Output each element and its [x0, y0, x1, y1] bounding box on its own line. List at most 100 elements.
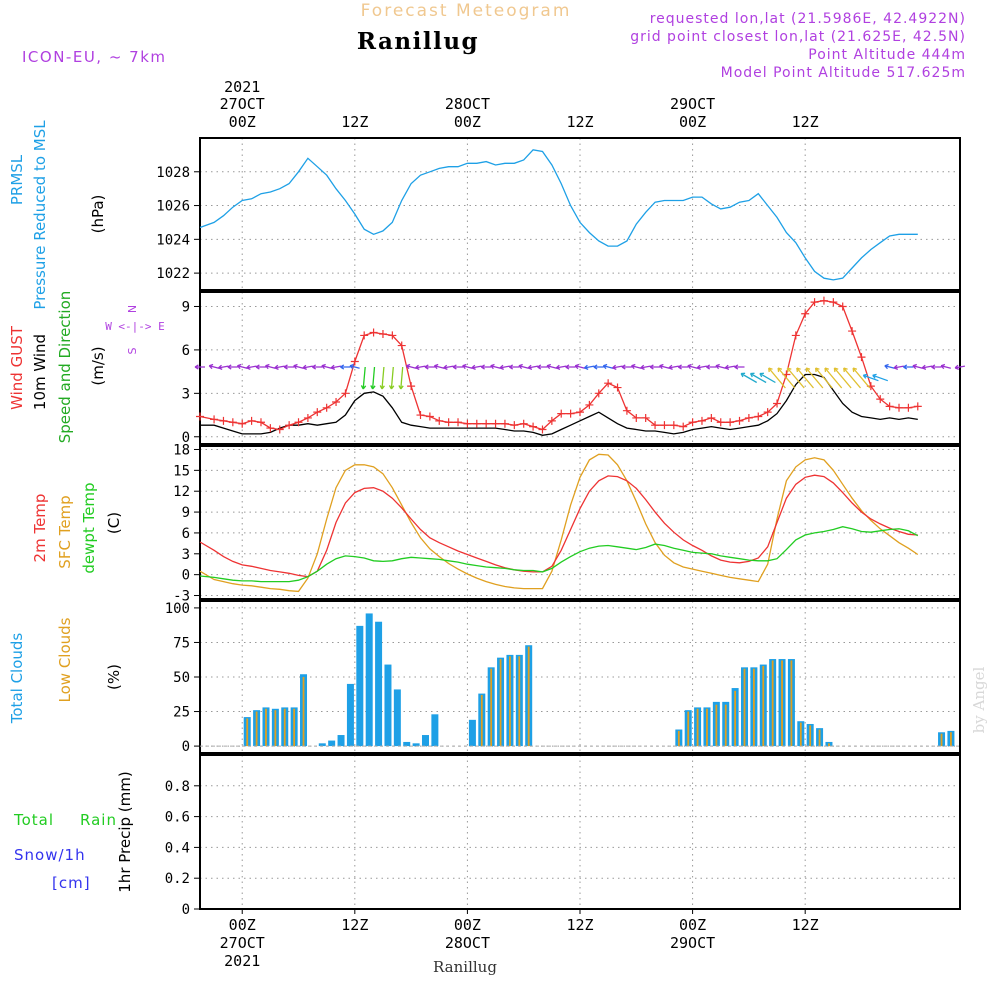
gust-marker [660, 421, 669, 430]
gust-marker [604, 379, 613, 388]
wind-arrow [814, 367, 833, 389]
y-tick-label: 9 [182, 505, 190, 521]
label-rain: Rain [80, 811, 117, 829]
cloud-bar-low [265, 708, 267, 747]
wind-arrow [805, 367, 824, 389]
label-sfc-temp: SFC Temp [56, 495, 74, 568]
panel-frame [199, 445, 961, 600]
wind-arrow [954, 364, 966, 371]
cloud-bar-low [246, 718, 249, 747]
gust-marker [435, 416, 444, 425]
gust-marker [791, 331, 800, 340]
gust-marker [285, 421, 294, 430]
label-percent: (%) [105, 664, 123, 690]
gust-marker [744, 413, 753, 422]
subtitle: Forecast Meteogram [361, 1, 572, 21]
cloud-bar-low [687, 711, 690, 747]
wind-arrow [931, 364, 942, 370]
gust-marker [557, 409, 566, 418]
panel-frame [199, 600, 961, 754]
y-tick-label: 0.6 [165, 810, 190, 826]
gust-marker [895, 403, 904, 412]
bottom-hour-label: 00Z [229, 916, 256, 934]
wind-arrow [565, 364, 576, 370]
wind-arrow [777, 367, 796, 389]
wind-arrow [527, 364, 539, 371]
wind-arrow [715, 363, 726, 370]
gust-marker [322, 403, 331, 412]
gust-marker [360, 331, 369, 340]
gust-marker [482, 419, 491, 428]
wind-arrow [677, 364, 689, 370]
wind-arrow [734, 364, 745, 370]
top-hour-label: 12Z [341, 113, 368, 131]
panel-frame [199, 137, 961, 291]
top-date-label: 27OCT [220, 95, 265, 113]
y-tick-label: 1022 [156, 266, 190, 282]
wind-arrow [593, 364, 604, 370]
cloud-bar-low [950, 732, 952, 747]
gust-marker [196, 412, 204, 421]
cloud-bar-total [375, 621, 383, 747]
gust-marker [632, 413, 641, 422]
cloud-bar-total [365, 613, 373, 747]
wind-arrow [796, 367, 814, 389]
panel-frame [199, 291, 961, 445]
info-model-altitude: Model Point Altitude 517.625m [721, 65, 966, 81]
gust-marker [754, 412, 763, 421]
gust-marker [885, 402, 894, 411]
gust-marker [801, 309, 810, 318]
y-tick-label: 9 [182, 299, 190, 315]
wind-arrow [330, 364, 342, 371]
gust-marker [585, 400, 594, 409]
compass-we: W <-|-> E [105, 320, 165, 333]
cloud-bar-low [781, 660, 783, 747]
wind-arrow [824, 367, 843, 389]
cloud-bar-low [762, 665, 765, 747]
gust-marker [669, 421, 678, 430]
gust-marker [369, 328, 378, 337]
cloud-bar-low [490, 668, 493, 747]
wind-arrow [862, 373, 879, 382]
wind-arrow [246, 364, 257, 371]
y-tick-label: 75 [173, 635, 190, 651]
wind-arrow [208, 363, 220, 370]
cloud-bar-total [328, 740, 336, 747]
cloud-bar-low [828, 743, 830, 747]
y-tick-label: 1024 [156, 232, 190, 248]
gust-marker [378, 329, 387, 338]
model-label: ICON-EU, ~ 7km [22, 48, 167, 66]
wind-arrow [640, 364, 651, 371]
top-hour-label: 12Z [566, 113, 593, 131]
bottom-hour-label: 00Z [679, 916, 706, 934]
cloud-bar-total [431, 714, 439, 747]
cloud-bar-low [499, 659, 502, 747]
y-tick-label: 6 [182, 343, 190, 359]
gust-marker [332, 398, 341, 407]
wind-arrow [462, 363, 473, 370]
gust-marker [641, 413, 650, 422]
y-tick-label: 25 [173, 705, 190, 721]
wind-arrow [584, 364, 595, 371]
cloud-bar-low [274, 710, 277, 747]
panel-clouds: 0 25 50 75 100 [165, 600, 961, 755]
wind-arrow [696, 364, 708, 370]
panels: 10221024102610280369-3036912151802550751… [8, 78, 966, 970]
info-altitude: Point Altitude 444m [808, 47, 966, 63]
cloud-bar-low [743, 668, 746, 747]
wind-arrow [293, 363, 304, 370]
top-hour-label: 00Z [229, 113, 256, 131]
gust-marker [726, 418, 735, 427]
wind-arrow [471, 364, 482, 371]
wind-arrow [518, 363, 529, 370]
y-tick-label: 50 [173, 670, 190, 686]
label-celsius: (C) [105, 512, 123, 534]
top-year-label: 2021 [224, 78, 260, 96]
gust-marker [463, 419, 472, 428]
wind-arrow [370, 366, 376, 390]
wind-arrow [546, 363, 557, 370]
bottom-date-label: 28OCT [445, 934, 490, 952]
cloud-bar-low [771, 660, 774, 747]
gust-marker [491, 419, 500, 428]
wind-arrow [433, 363, 445, 370]
